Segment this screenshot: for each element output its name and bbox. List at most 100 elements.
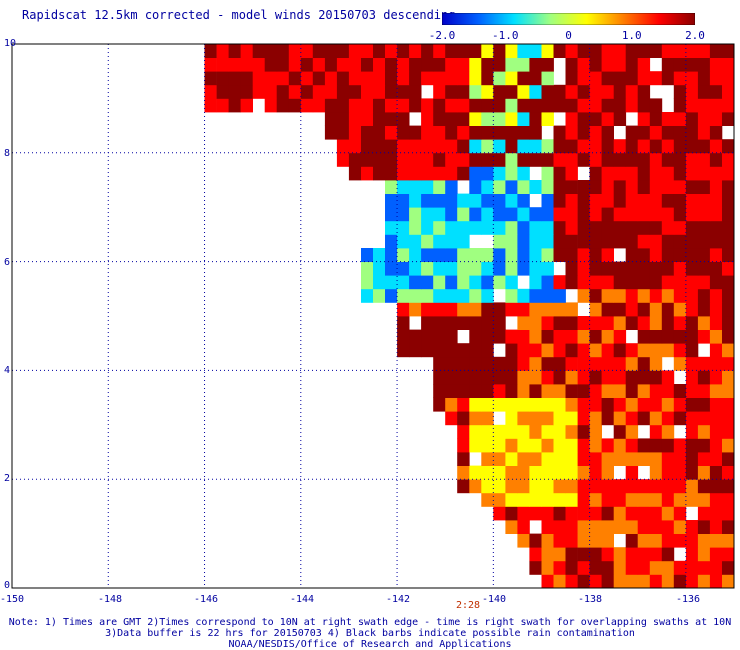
heatmap-cell bbox=[625, 384, 639, 398]
heatmap-cell bbox=[493, 44, 506, 58]
heatmap-cell bbox=[409, 180, 422, 194]
heatmap-cell bbox=[517, 166, 530, 181]
heatmap-cell bbox=[649, 506, 663, 521]
heatmap-cell bbox=[505, 356, 518, 371]
heatmap-cell bbox=[637, 356, 651, 371]
heatmap-cell bbox=[722, 547, 735, 562]
heatmap-cell bbox=[565, 452, 578, 466]
heatmap-cell bbox=[264, 71, 278, 86]
heatmap-cell bbox=[685, 139, 699, 154]
heatmap-cell bbox=[637, 520, 651, 534]
heatmap-cell bbox=[493, 125, 506, 140]
heatmap-cell bbox=[529, 533, 542, 548]
heatmap-cell bbox=[577, 343, 590, 358]
heatmap-cell bbox=[469, 465, 482, 480]
heatmap-cell bbox=[433, 220, 446, 235]
heatmap-cell bbox=[553, 180, 566, 194]
heatmap-cell bbox=[529, 139, 542, 154]
heatmap-cell bbox=[457, 261, 470, 276]
heatmap-cell bbox=[601, 57, 614, 72]
heatmap-cell bbox=[481, 71, 494, 86]
heatmap-cell bbox=[529, 57, 542, 72]
heatmap-cell bbox=[577, 329, 590, 344]
heatmap-cell bbox=[481, 452, 494, 466]
heatmap-cell bbox=[577, 261, 590, 276]
heatmap-cell bbox=[613, 452, 627, 466]
heatmap-cell bbox=[589, 397, 602, 412]
heatmap-cell bbox=[445, 370, 458, 385]
heatmap-cell bbox=[336, 98, 350, 113]
heatmap-cell bbox=[577, 125, 590, 140]
heatmap-cell bbox=[529, 152, 542, 167]
heatmap-cell bbox=[553, 207, 566, 222]
heatmap-cell bbox=[493, 492, 506, 507]
heatmap-cell bbox=[541, 44, 554, 58]
heatmap-cell bbox=[457, 356, 470, 371]
heatmap-cell bbox=[433, 316, 446, 330]
heatmap-cell bbox=[673, 411, 687, 426]
heatmap-cell bbox=[433, 71, 446, 86]
x-tick-label: -142 bbox=[385, 594, 411, 605]
heatmap-cell bbox=[625, 84, 639, 99]
heatmap-cell bbox=[637, 452, 651, 466]
heatmap-cell bbox=[673, 329, 687, 344]
heatmap-cell bbox=[589, 207, 602, 222]
heatmap-cell bbox=[685, 71, 699, 86]
heatmap-cell bbox=[637, 220, 651, 235]
heatmap-cell bbox=[685, 356, 699, 371]
heatmap-cell bbox=[361, 139, 374, 154]
heatmap-cell bbox=[625, 234, 639, 249]
heatmap-cell bbox=[565, 384, 578, 398]
heatmap-cell bbox=[709, 180, 723, 194]
heatmap-cell bbox=[577, 356, 590, 371]
heatmap-cell bbox=[553, 275, 566, 290]
heatmap-cell bbox=[553, 424, 566, 439]
heatmap-cell bbox=[649, 302, 663, 317]
heatmap-cell bbox=[685, 288, 699, 303]
heatmap-cell bbox=[433, 207, 446, 222]
heatmap-cell bbox=[661, 125, 675, 140]
heatmap-cell bbox=[481, 384, 494, 398]
heatmap-cell bbox=[661, 424, 675, 439]
heatmap-cell bbox=[541, 465, 554, 480]
heatmap-cell bbox=[661, 261, 675, 276]
heatmap-cell bbox=[529, 248, 542, 262]
heatmap-cell bbox=[709, 152, 723, 167]
heatmap-cell bbox=[300, 71, 314, 86]
heatmap-cell bbox=[445, 316, 458, 330]
heatmap-cell bbox=[457, 452, 470, 466]
heatmap-cell bbox=[601, 356, 614, 371]
heatmap-cell bbox=[637, 547, 651, 562]
heatmap-cell bbox=[433, 125, 446, 140]
heatmap-cell bbox=[529, 44, 542, 58]
heatmap-cell bbox=[493, 397, 506, 412]
heatmap-cell bbox=[649, 288, 663, 303]
heatmap-cell bbox=[457, 207, 470, 222]
heatmap-cell bbox=[625, 343, 639, 358]
heatmap-cell bbox=[709, 479, 723, 494]
heatmap-cell bbox=[613, 220, 627, 235]
heatmap-cell bbox=[565, 316, 578, 330]
heatmap-cell bbox=[613, 574, 627, 589]
heatmap-cell bbox=[517, 207, 530, 222]
heatmap-cell bbox=[481, 152, 494, 167]
heatmap-cell bbox=[661, 547, 675, 562]
heatmap-cell bbox=[637, 180, 651, 194]
heatmap-cell bbox=[673, 180, 687, 194]
heatmap-cell bbox=[505, 384, 518, 398]
heatmap-cell bbox=[577, 479, 590, 494]
heatmap-cell bbox=[613, 316, 627, 330]
heatmap-cell bbox=[722, 220, 735, 235]
heatmap-cell bbox=[457, 370, 470, 385]
heatmap-cell bbox=[541, 492, 554, 507]
heatmap-cell bbox=[661, 316, 675, 330]
heatmap-cell bbox=[385, 125, 398, 140]
heatmap-cell bbox=[445, 84, 458, 99]
heatmap-cell bbox=[469, 275, 482, 290]
heatmap-cell bbox=[493, 248, 506, 262]
y-tick-label: 6 bbox=[4, 257, 11, 268]
heatmap-cell bbox=[613, 139, 627, 154]
heatmap-cell bbox=[541, 180, 554, 194]
heatmap-cell bbox=[625, 207, 639, 222]
heatmap-cell bbox=[637, 438, 651, 453]
